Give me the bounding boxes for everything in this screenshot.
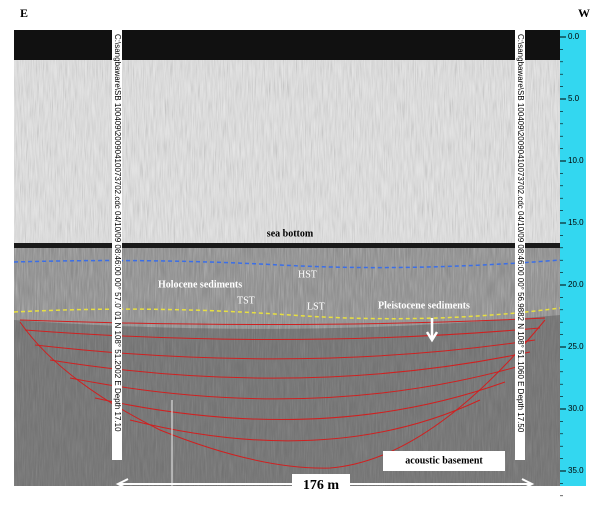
depth-ticks: 0.0 5.0 10.0 15.0 20.0 25.0 30.0 35.0	[560, 32, 584, 497]
distance-box	[292, 474, 350, 496]
sea-bottom-line	[14, 243, 560, 248]
tst-label: TST	[237, 295, 255, 306]
depth-tick-label: 20.0	[568, 280, 584, 289]
pleistocene-arrow	[425, 318, 439, 343]
sediment-noise	[14, 245, 560, 486]
depth-scale	[560, 30, 586, 486]
reflector	[19, 317, 546, 326]
pleistocene-label: Pleistocene sediments	[378, 300, 470, 311]
distance-label: 176 m	[303, 478, 340, 493]
hst-label: HST	[298, 269, 317, 280]
basin-fill	[14, 315, 560, 486]
reflector	[69, 365, 521, 400]
reflectors	[19, 317, 546, 469]
basement-label: acoustic basement	[405, 455, 483, 466]
water-noise	[14, 60, 560, 245]
depth-tick-label: 0.0	[568, 32, 580, 41]
reflector	[94, 381, 506, 421]
west-label: W	[578, 6, 590, 20]
top-band	[14, 30, 560, 60]
track-label: C:\sangbaware\SB 100409\20090410073702.c…	[516, 34, 525, 433]
holocene-boundary	[13, 259, 561, 269]
depth-tick-label: 30.0	[568, 404, 584, 413]
reflector	[19, 319, 546, 469]
sea-bottom-label: sea bottom	[267, 228, 314, 239]
track-label-box	[112, 30, 122, 460]
track-label: C:\sangbaware\SB 100409\20090410073702.c…	[113, 34, 122, 432]
depth-tick-label: 25.0	[568, 342, 584, 351]
lst-label: LST	[307, 301, 325, 312]
holocene-label: Holocene sediments	[158, 279, 242, 290]
depth-tick-label: 10.0	[568, 156, 584, 165]
east-label: E	[20, 6, 28, 20]
depth-tick-label: 5.0	[568, 94, 580, 103]
reflector	[24, 327, 541, 341]
tst-boundary	[13, 307, 561, 320]
depth-tick-label: 35.0	[568, 466, 584, 475]
reflector	[34, 339, 536, 360]
track-label-box	[515, 30, 525, 460]
reflector	[129, 399, 481, 442]
depth-tick-label: 15.0	[568, 218, 584, 227]
basement-box	[383, 451, 505, 471]
